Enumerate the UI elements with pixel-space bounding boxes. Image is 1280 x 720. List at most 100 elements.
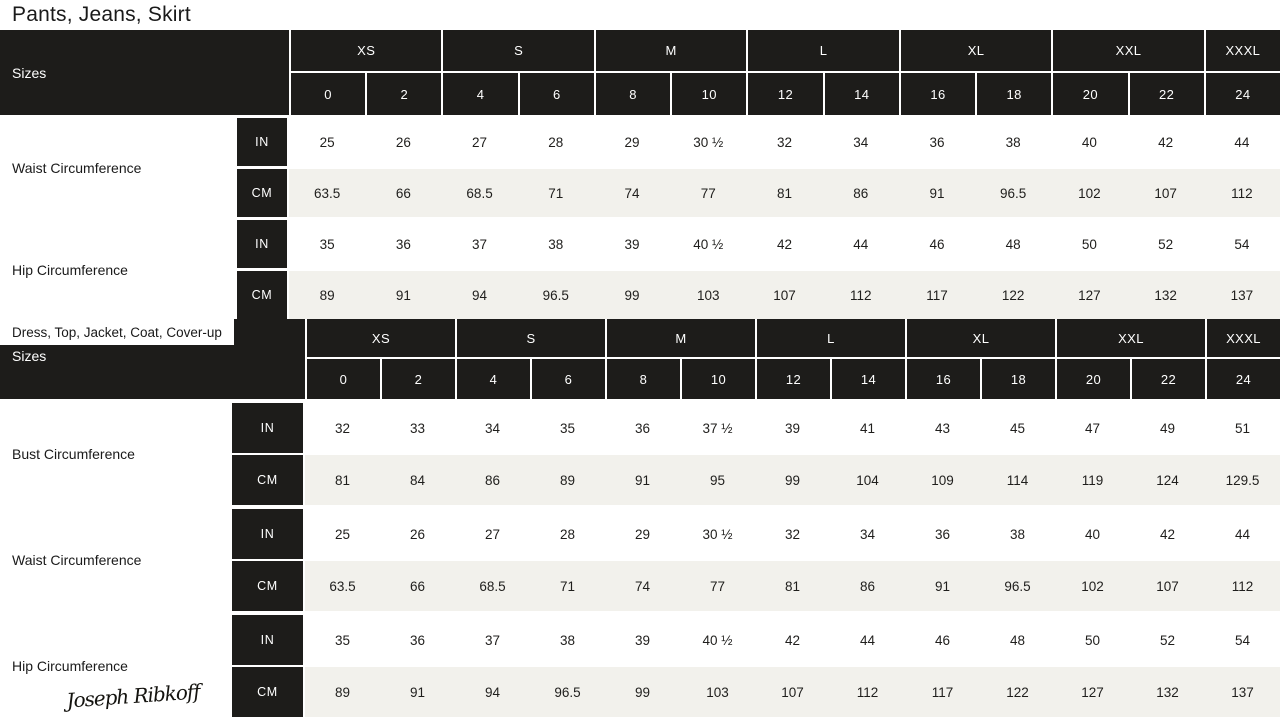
value-cell: 63.5 bbox=[289, 169, 366, 217]
value-cell: 86 bbox=[830, 561, 905, 611]
value-cell: 36 bbox=[605, 403, 680, 453]
value-cell: 129.5 bbox=[1205, 455, 1280, 505]
value-cell: 38 bbox=[530, 615, 605, 665]
value-cell: 54 bbox=[1205, 615, 1280, 665]
size-number-20: 20 bbox=[1051, 73, 1128, 115]
value-cell: 48 bbox=[980, 615, 1055, 665]
value-cell: 112 bbox=[830, 667, 905, 717]
value-cell: 33 bbox=[380, 403, 455, 453]
value-cell: 37 ½ bbox=[680, 403, 755, 453]
value-cell: 81 bbox=[755, 561, 830, 611]
value-cell: 32 bbox=[746, 118, 823, 166]
size-group-xs: XS bbox=[305, 319, 455, 359]
value-cell: 63.5 bbox=[305, 561, 380, 611]
size-number-4: 4 bbox=[441, 73, 518, 115]
value-cell: 40 bbox=[1051, 118, 1128, 166]
size-group-xxl: XXL bbox=[1051, 30, 1204, 73]
size-number-12: 12 bbox=[755, 359, 830, 399]
unit-cell-in: IN bbox=[232, 615, 305, 665]
value-cell: 43 bbox=[905, 403, 980, 453]
size-number-2: 2 bbox=[365, 73, 442, 115]
value-cell: 94 bbox=[455, 667, 530, 717]
size-table-section-0: Pants, Jeans, Skirt Sizes XS S M L XL XXL XXXL 0 2… bbox=[0, 0, 1280, 319]
value-cell: 39 bbox=[593, 220, 671, 268]
value-cell: 25 bbox=[289, 118, 366, 166]
value-cell: 71 bbox=[530, 561, 605, 611]
measurement-block-waist-circumference: Waist Circumference IN 25 26 27 28 29 30 ½ 32 34 3… bbox=[0, 509, 1280, 611]
value-cell: 29 bbox=[605, 509, 680, 559]
value-cell: 42 bbox=[1127, 118, 1204, 166]
value-cell: 66 bbox=[380, 561, 455, 611]
value-cell: 84 bbox=[380, 455, 455, 505]
value-cell: 68.5 bbox=[455, 561, 530, 611]
size-number-10: 10 bbox=[680, 359, 755, 399]
value-cell: 103 bbox=[670, 271, 747, 319]
value-cell: 127 bbox=[1051, 271, 1128, 319]
value-cell: 81 bbox=[746, 169, 823, 217]
value-cell: 27 bbox=[441, 118, 518, 166]
size-number-14: 14 bbox=[822, 73, 899, 115]
size-group-m: M bbox=[605, 319, 755, 359]
value-cell: 102 bbox=[1055, 561, 1130, 611]
value-cell: 107 bbox=[746, 271, 823, 319]
value-cell: 112 bbox=[822, 271, 899, 319]
value-cell: 95 bbox=[680, 455, 755, 505]
size-number-12: 12 bbox=[746, 73, 823, 115]
value-cell: 77 bbox=[680, 561, 755, 611]
value-cell: 74 bbox=[593, 169, 671, 217]
value-cell: 86 bbox=[822, 169, 899, 217]
size-number-8: 8 bbox=[605, 359, 680, 399]
value-cell: 96.5 bbox=[975, 169, 1052, 217]
value-cell: 74 bbox=[605, 561, 680, 611]
unit-cell-cm: CM bbox=[232, 667, 305, 717]
size-group-xxl: XXL bbox=[1055, 319, 1205, 359]
size-group-xxxl: XXXL bbox=[1203, 30, 1280, 73]
value-cell: 119 bbox=[1055, 455, 1130, 505]
section-title-overlay: Dress, Top, Jacket, Coat, Cover-up bbox=[0, 319, 234, 345]
value-cell: 36 bbox=[365, 220, 442, 268]
value-cell: 36 bbox=[905, 509, 980, 559]
unit-cell-in: IN bbox=[232, 509, 305, 559]
size-table-section-1: Dress, Top, Jacket, Coat, Cover-up Sizes X… bbox=[0, 319, 1280, 717]
size-number-24: 24 bbox=[1205, 359, 1280, 399]
size-number-16: 16 bbox=[905, 359, 980, 399]
value-cell: 81 bbox=[305, 455, 380, 505]
value-cell: 35 bbox=[305, 615, 380, 665]
size-group-m: M bbox=[593, 30, 747, 73]
value-cell: 91 bbox=[365, 271, 442, 319]
value-cell: 29 bbox=[593, 118, 671, 166]
size-group-s: S bbox=[455, 319, 605, 359]
value-cell: 71 bbox=[517, 169, 594, 217]
unit-cell-cm: CM bbox=[232, 455, 305, 505]
size-group-xl: XL bbox=[898, 30, 1052, 73]
size-number-0: 0 bbox=[305, 359, 380, 399]
value-cell: 44 bbox=[830, 615, 905, 665]
size-number-6: 6 bbox=[530, 359, 605, 399]
value-cell: 99 bbox=[605, 667, 680, 717]
size-number-14: 14 bbox=[830, 359, 905, 399]
size-header: Sizes XS S M L XL XXL XXXL 0 2 4 6 8 10 12 14 16 18 20 22 24 bbox=[0, 30, 1280, 115]
value-cell: 89 bbox=[289, 271, 366, 319]
value-cell: 44 bbox=[1205, 509, 1280, 559]
value-cell: 49 bbox=[1130, 403, 1205, 453]
size-group-l: L bbox=[755, 319, 905, 359]
size-number-10: 10 bbox=[670, 73, 747, 115]
value-cell: 122 bbox=[980, 667, 1055, 717]
value-cell: 26 bbox=[365, 118, 442, 166]
value-cell: 122 bbox=[975, 271, 1052, 319]
value-cell: 107 bbox=[1130, 561, 1205, 611]
value-cell: 35 bbox=[530, 403, 605, 453]
size-number-22: 22 bbox=[1127, 73, 1204, 115]
value-cell: 44 bbox=[1203, 118, 1280, 166]
measurement-label: Waist Circumference bbox=[0, 118, 237, 217]
size-number-18: 18 bbox=[980, 359, 1055, 399]
measurement-label: Hip Circumference bbox=[0, 220, 237, 319]
value-cell: 51 bbox=[1205, 403, 1280, 453]
value-cell: 68.5 bbox=[441, 169, 518, 217]
value-cell: 54 bbox=[1203, 220, 1280, 268]
value-cell: 107 bbox=[1127, 169, 1204, 217]
value-cell: 26 bbox=[380, 509, 455, 559]
value-cell: 37 bbox=[455, 615, 530, 665]
value-cell: 137 bbox=[1203, 271, 1280, 319]
